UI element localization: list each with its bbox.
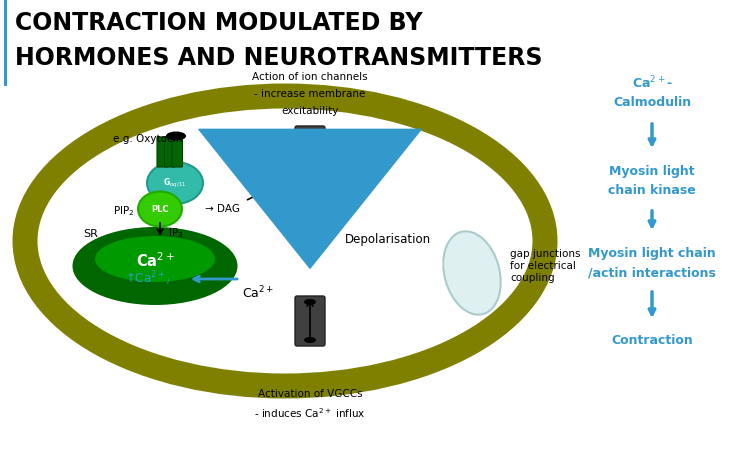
Text: Activation of VGCCs: Activation of VGCCs xyxy=(258,389,362,399)
Ellipse shape xyxy=(138,192,182,226)
Text: Ca$^{2+}$-: Ca$^{2+}$- xyxy=(632,75,672,91)
Text: G$_{\alpha q/11}$: G$_{\alpha q/11}$ xyxy=(163,176,187,189)
Text: HORMONES AND NEUROTRANSMITTERS: HORMONES AND NEUROTRANSMITTERS xyxy=(15,46,542,70)
Text: gap junctions
for electrical
coupling: gap junctions for electrical coupling xyxy=(510,249,581,283)
FancyBboxPatch shape xyxy=(295,296,325,346)
Text: Ca$^{2+}$: Ca$^{2+}$ xyxy=(136,252,174,270)
Text: SR: SR xyxy=(83,229,98,239)
Ellipse shape xyxy=(444,231,501,315)
Text: - induces Ca$^{2+}$ influx: - induces Ca$^{2+}$ influx xyxy=(254,406,366,420)
Text: - increase membrane: - increase membrane xyxy=(255,89,366,99)
Ellipse shape xyxy=(304,337,316,343)
Ellipse shape xyxy=(166,132,186,141)
Text: Ca$^{2+}$: Ca$^{2+}$ xyxy=(242,285,274,301)
Text: Calmodulin: Calmodulin xyxy=(613,97,691,110)
FancyBboxPatch shape xyxy=(295,126,325,176)
Ellipse shape xyxy=(44,115,526,367)
Text: ↑Ca$^{2+}$$_i$: ↑Ca$^{2+}$$_i$ xyxy=(125,270,170,288)
Ellipse shape xyxy=(304,299,316,305)
Text: Action of ion channels: Action of ion channels xyxy=(252,72,368,82)
Text: excitability: excitability xyxy=(281,106,339,116)
Ellipse shape xyxy=(72,227,238,305)
Text: Myosin light: Myosin light xyxy=(609,165,694,178)
Ellipse shape xyxy=(304,157,316,163)
Text: Contraction: Contraction xyxy=(611,335,693,348)
FancyBboxPatch shape xyxy=(172,137,182,167)
FancyBboxPatch shape xyxy=(157,137,168,167)
Ellipse shape xyxy=(95,236,215,282)
Text: PLC: PLC xyxy=(151,204,169,213)
Text: → DAG: → DAG xyxy=(205,204,240,214)
FancyBboxPatch shape xyxy=(4,0,7,86)
Text: Depolarisation: Depolarisation xyxy=(345,233,431,245)
Text: chain kinase: chain kinase xyxy=(608,184,696,198)
Ellipse shape xyxy=(147,162,203,204)
Text: e.g. Oxytocin: e.g. Oxytocin xyxy=(113,134,182,144)
Text: /actin interactions: /actin interactions xyxy=(588,267,716,280)
Text: CONTRACTION MODULATED BY: CONTRACTION MODULATED BY xyxy=(15,11,423,35)
Text: Myosin light chain: Myosin light chain xyxy=(588,247,716,259)
Ellipse shape xyxy=(304,129,316,135)
Text: IP$_3$: IP$_3$ xyxy=(168,226,184,240)
Text: PIP$_2$: PIP$_2$ xyxy=(113,204,134,218)
FancyBboxPatch shape xyxy=(165,137,175,167)
